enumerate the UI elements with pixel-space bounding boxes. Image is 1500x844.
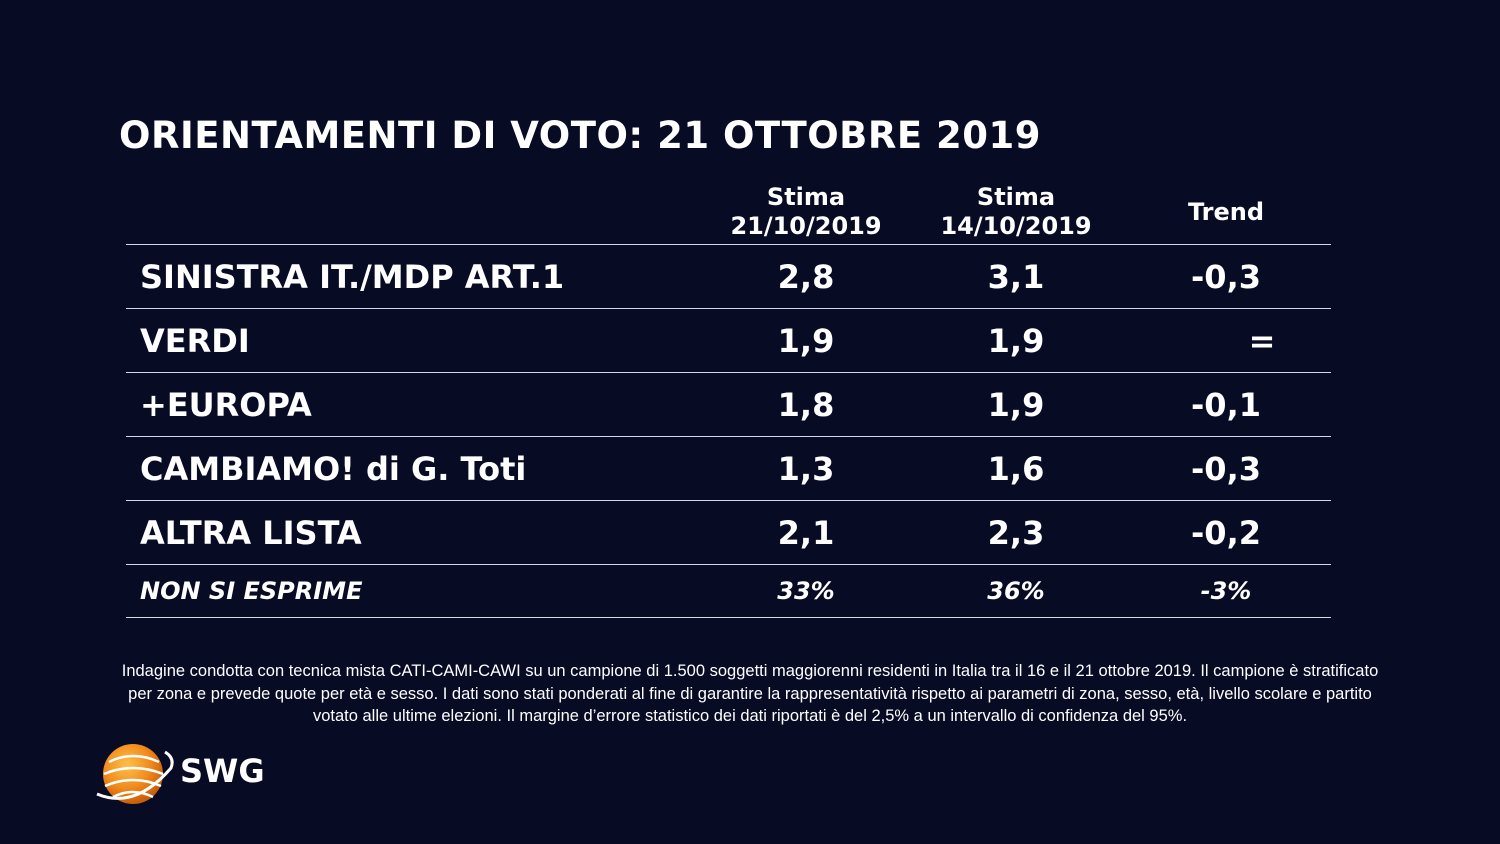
estimate-previous: 2,3 <box>987 513 1045 552</box>
column-header-label: Stima <box>976 183 1056 211</box>
estimate-previous: 3,1 <box>987 257 1045 296</box>
trend-value: -3% <box>1200 577 1252 605</box>
column-header-trend: Trend <box>1126 180 1326 244</box>
table-row: SINISTRA IT./MDP ART.1 2,8 3,1 -0,3 <box>126 245 1331 309</box>
table-row: +EUROPA 1,8 1,9 -0,1 <box>126 373 1331 437</box>
logo-wordmark: SWG <box>180 752 265 790</box>
summary-row: NON SI ESPRIME 33% 36% -3% <box>126 565 1331 618</box>
estimate-previous: 1,9 <box>987 385 1045 424</box>
trend-value: -0,3 <box>1191 257 1261 296</box>
column-header-estimate-current: Stima 21/10/2019 <box>706 180 906 244</box>
column-header-label: Stima <box>766 183 846 211</box>
table-header: Stima 21/10/2019 Stima 14/10/2019 Trend <box>126 180 1331 245</box>
column-header-label: Trend <box>1187 197 1265 226</box>
table-row: CAMBIAMO! di G. Toti 1,3 1,6 -0,3 <box>126 437 1331 501</box>
party-name: VERDI <box>140 321 250 360</box>
party-name: NON SI ESPRIME <box>140 577 363 605</box>
methodology-note: Indagine condotta con tecnica mista CATI… <box>121 662 1379 725</box>
trend-value: -0,1 <box>1191 385 1261 424</box>
swg-logo: SWG <box>95 740 270 808</box>
estimate-current: 1,9 <box>777 321 835 360</box>
estimate-previous: 1,9 <box>987 321 1045 360</box>
estimate-previous: 36% <box>987 577 1045 605</box>
party-name: ALTRA LISTA <box>140 513 362 552</box>
party-name: +EUROPA <box>140 385 312 424</box>
estimate-current: 2,1 <box>777 513 835 552</box>
party-name: CAMBIAMO! di G. Toti <box>140 449 527 488</box>
page-title: ORIENTAMENTI DI VOTO: 21 OTTOBRE 2019 <box>119 114 1042 157</box>
estimate-current: 1,8 <box>777 385 835 424</box>
trend-value: = <box>1248 321 1276 360</box>
table-row: ALTRA LISTA 2,1 2,3 -0,2 <box>126 501 1331 565</box>
poll-table: Stima 21/10/2019 Stima 14/10/2019 Trend … <box>126 180 1331 618</box>
table-row: VERDI 1,9 1,9 = <box>126 309 1331 373</box>
estimate-current: 1,3 <box>777 449 835 488</box>
estimate-previous: 1,6 <box>987 449 1045 488</box>
party-name: SINISTRA IT./MDP ART.1 <box>140 257 565 296</box>
estimate-current: 2,8 <box>777 257 835 296</box>
column-header-date: 21/10/2019 <box>730 212 882 240</box>
trend-value: -0,3 <box>1191 449 1261 488</box>
estimate-current: 33% <box>777 577 835 605</box>
trend-value: -0,2 <box>1191 513 1261 552</box>
globe-icon <box>96 744 174 804</box>
column-header-date: 14/10/2019 <box>940 212 1092 240</box>
column-header-estimate-previous: Stima 14/10/2019 <box>916 180 1116 244</box>
